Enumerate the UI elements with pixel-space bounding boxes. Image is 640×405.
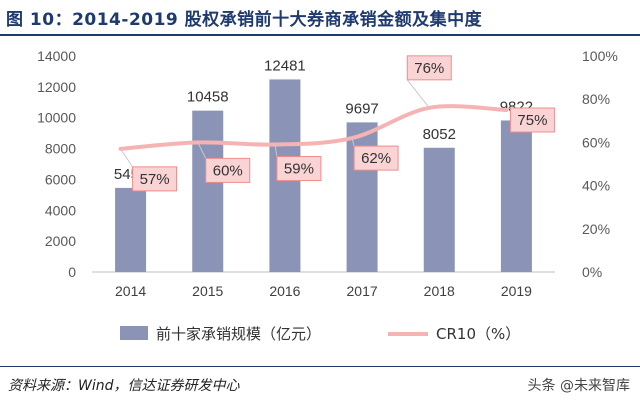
callout-leader: [406, 79, 430, 109]
y-left-tick-label: 0: [68, 264, 76, 280]
line-value-label: 75%: [517, 112, 547, 129]
bar-value-label: 8052: [423, 126, 456, 143]
line-value-label: 60%: [213, 162, 243, 179]
line-value-label: 62%: [361, 150, 391, 167]
x-tick-label: 2016: [269, 283, 300, 299]
bar-value-label: 10458: [187, 89, 229, 106]
chart: 0 2000 4000 6000 8000 10000 12000 14000 0% 20% 40%…: [37, 48, 618, 343]
title-bar: 图 10：2014-2019 股权承销前十大券商承销金额及集中度: [0, 0, 640, 36]
callout-leader: [351, 137, 355, 147]
cr10-line: [118, 104, 509, 151]
y-left-tick-label: 6000: [45, 171, 76, 187]
bar: [115, 187, 147, 272]
x-tick-label: 2017: [347, 283, 378, 299]
y-left-tick-label: 8000: [45, 141, 76, 157]
line-label-box: [353, 145, 399, 171]
source-bar: 资料来源：Wind，信达证券研发中心 头条 @未来智库: [0, 366, 640, 405]
y-right-tick-label: 100%: [582, 48, 618, 64]
legend-bar-swatch: [120, 326, 148, 340]
callout-leader: [120, 148, 133, 168]
y-right-tick-label: 0%: [582, 264, 602, 280]
line-value-label: 59%: [284, 161, 314, 178]
bar-value-label: 12481: [264, 57, 306, 74]
bar: [423, 147, 455, 272]
x-tick-label: 2015: [192, 283, 223, 299]
chart-title: 图 10：2014-2019 股权承销前十大券商承销金额及集中度: [6, 10, 483, 30]
line-label-box: [406, 55, 452, 81]
x-tick-label: 2014: [115, 283, 146, 299]
legend-bar-label: 前十家承销规模（亿元）: [156, 325, 321, 343]
line-value-label: 57%: [140, 171, 170, 188]
line-label-box: [509, 107, 555, 133]
watermark: 头条 @未来智库: [527, 378, 630, 394]
callout-leader: [506, 107, 511, 111]
line-value-label: 76%: [414, 60, 444, 77]
bar-value-label: 9697: [345, 100, 378, 117]
y-left-tick-label: 12000: [37, 79, 76, 95]
bar: [500, 120, 532, 272]
y-left-tick-label: 4000: [45, 202, 76, 218]
y-left-tick-label: 14000: [37, 48, 76, 64]
y-left-tick-label: 10000: [37, 110, 76, 126]
line-label-box: [276, 156, 322, 182]
callout-leader: [274, 144, 278, 157]
x-tick-label: 2019: [501, 283, 532, 299]
legend-line-label: CR10（%）: [436, 325, 520, 343]
y-right-tick-label: 80%: [582, 91, 610, 107]
y-left-tick-label: 2000: [45, 233, 76, 249]
bar: [192, 110, 224, 272]
y-right-tick-label: 20%: [582, 221, 610, 237]
callout-leader: [197, 142, 207, 159]
line-label-box: [205, 157, 251, 183]
line-label-box: [132, 166, 178, 192]
y-right-tick-label: 60%: [582, 134, 610, 150]
x-tick-label: 2018: [424, 283, 455, 299]
source-note: 资料来源：Wind，信达证券研发中心: [8, 378, 240, 394]
bar: [346, 122, 378, 272]
y-right-tick-label: 40%: [582, 178, 610, 194]
